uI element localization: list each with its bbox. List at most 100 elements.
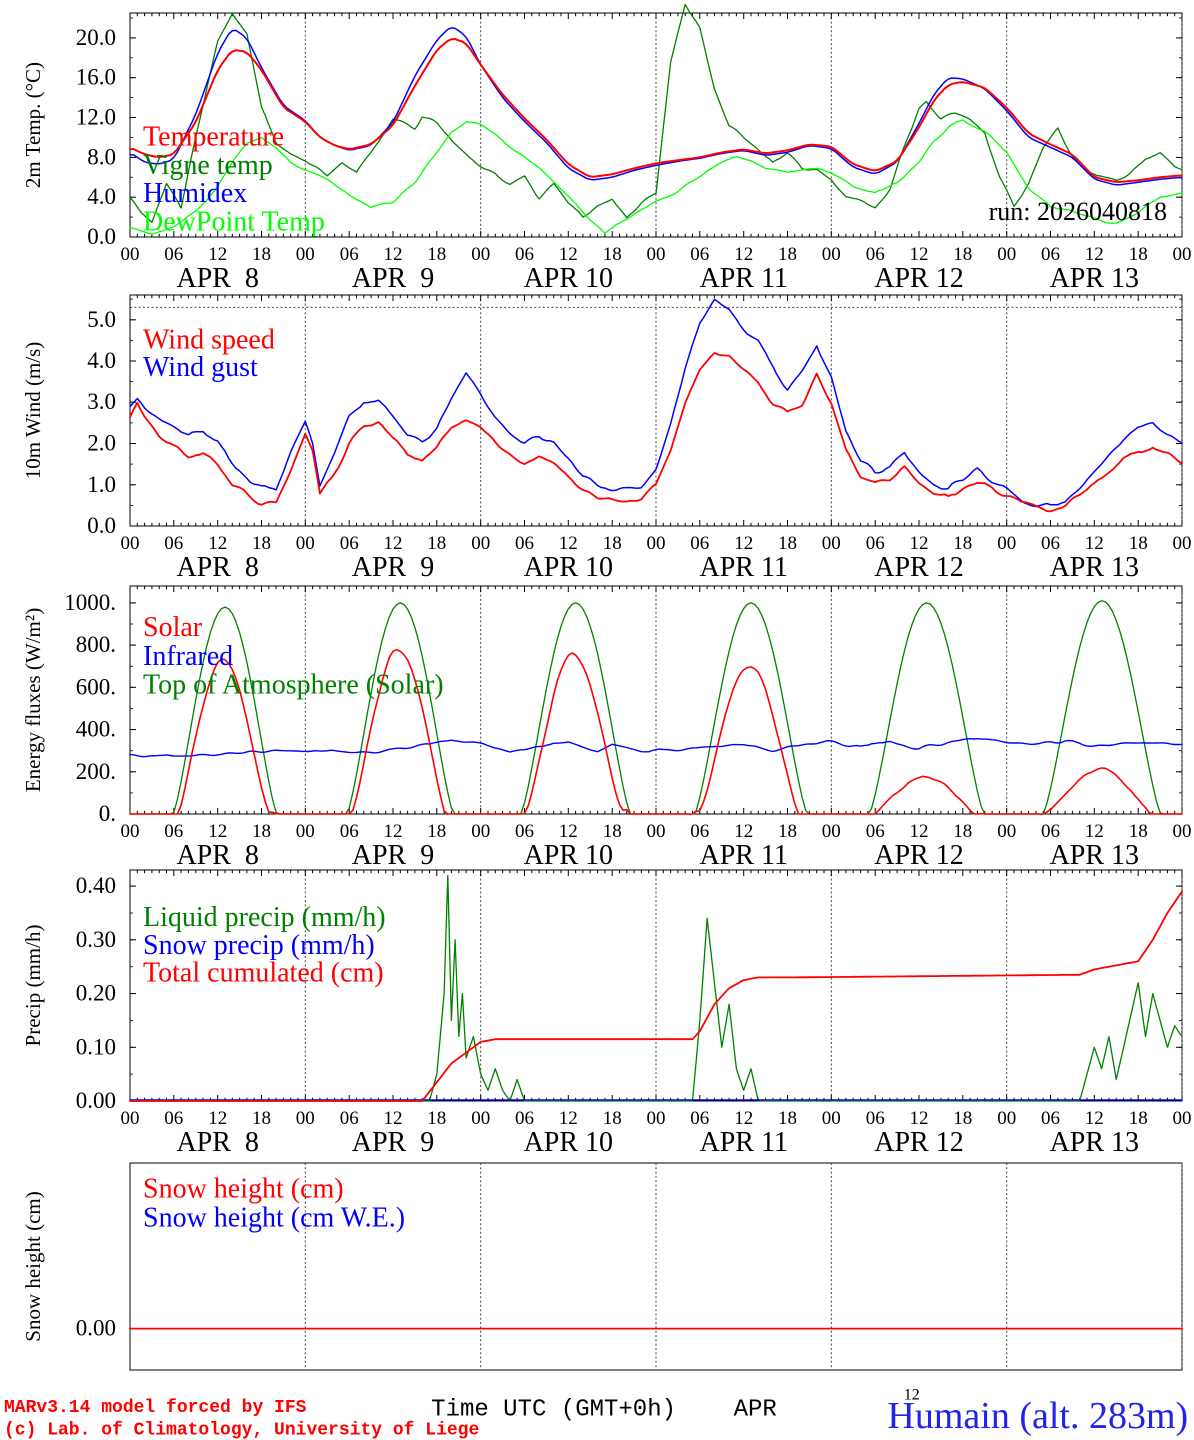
svg-text:0.0: 0.0 [87,513,116,538]
svg-text:0.20: 0.20 [76,981,116,1006]
svg-text:Top of Atmosphere (Solar): Top of Atmosphere (Solar) [143,670,444,701]
svg-text:12: 12 [208,821,227,842]
svg-text:600.: 600. [76,674,116,699]
svg-text:run: 2026040818: run: 2026040818 [989,197,1167,226]
svg-text:06: 06 [164,821,183,842]
svg-text:06: 06 [515,1108,534,1129]
svg-text:18: 18 [953,533,972,554]
svg-text:Temperature: Temperature [143,122,284,153]
svg-text:18: 18 [252,821,271,842]
svg-text:APR 13: APR 13 [1050,263,1139,294]
svg-text:APR 12: APR 12 [874,1127,963,1158]
svg-text:2m Temp. (°C): 2m Temp. (°C) [21,62,45,188]
svg-text:4.0: 4.0 [87,348,116,373]
svg-text:00: 00 [822,1108,841,1129]
svg-text:10m Wind (m/s): 10m Wind (m/s) [21,342,45,480]
svg-text:APR 11: APR 11 [699,840,787,871]
svg-text:APR 11: APR 11 [699,1127,787,1158]
svg-text:00: 00 [997,1108,1016,1129]
svg-text:APR 9: APR 9 [352,263,434,294]
svg-text:06: 06 [866,1108,885,1129]
svg-text:06: 06 [1041,1108,1060,1129]
svg-text:00: 00 [471,1108,490,1129]
svg-text:5.0: 5.0 [87,307,116,332]
svg-text:18: 18 [1129,244,1148,265]
svg-text:APR 10: APR 10 [524,552,613,583]
svg-text:18: 18 [252,244,271,265]
svg-text:12: 12 [910,1108,929,1129]
svg-text:18: 18 [953,1108,972,1129]
svg-text:12: 12 [734,244,753,265]
svg-text:06: 06 [690,533,709,554]
svg-text:06: 06 [690,821,709,842]
svg-text:18: 18 [778,533,797,554]
svg-text:00: 00 [121,533,140,554]
svg-text:06: 06 [164,533,183,554]
svg-text:0.10: 0.10 [76,1034,116,1059]
svg-text:APR 11: APR 11 [699,552,787,583]
svg-text:00: 00 [1173,1108,1192,1129]
svg-text:APR 8: APR 8 [176,840,258,871]
svg-text:DewPoint Temp: DewPoint Temp [143,206,325,237]
svg-text:Snow height (cm): Snow height (cm) [143,1174,344,1205]
svg-text:Snow precip (mm/h): Snow precip (mm/h) [143,930,375,961]
svg-text:00: 00 [1173,244,1192,265]
svg-text:Humain (alt. 283m): Humain (alt. 283m) [887,1395,1188,1437]
svg-text:Infrared: Infrared [143,641,233,672]
svg-text:APR 13: APR 13 [1050,840,1139,871]
svg-text:06: 06 [866,533,885,554]
svg-text:00: 00 [822,533,841,554]
svg-text:18: 18 [953,821,972,842]
svg-text:18: 18 [1129,821,1148,842]
svg-text:18: 18 [603,1108,622,1129]
svg-text:0.: 0. [99,801,116,826]
svg-text:18: 18 [1129,533,1148,554]
svg-text:12: 12 [1085,533,1104,554]
svg-text:12: 12 [734,1108,753,1129]
svg-text:12: 12 [208,533,227,554]
svg-text:00: 00 [296,533,315,554]
svg-text:12: 12 [910,533,929,554]
svg-text:00: 00 [1173,821,1192,842]
svg-text:800.: 800. [76,632,116,657]
svg-text:06: 06 [164,1108,183,1129]
svg-text:06: 06 [866,244,885,265]
svg-text:06: 06 [1041,533,1060,554]
svg-text:APR 9: APR 9 [352,1127,434,1158]
svg-text:400.: 400. [76,717,116,742]
svg-text:00: 00 [997,533,1016,554]
svg-text:0.30: 0.30 [76,927,116,952]
svg-text:06: 06 [690,1108,709,1129]
svg-text:00: 00 [822,821,841,842]
svg-text:00: 00 [471,244,490,265]
svg-text:00: 00 [997,244,1016,265]
svg-text:18: 18 [252,533,271,554]
svg-text:APR 13: APR 13 [1050,1127,1139,1158]
svg-text:4.0: 4.0 [87,184,116,209]
svg-text:06: 06 [340,1108,359,1129]
svg-text:00: 00 [121,821,140,842]
svg-text:00: 00 [121,1108,140,1129]
svg-text:3.0: 3.0 [87,389,116,414]
svg-text:12: 12 [384,533,403,554]
svg-text:12: 12 [559,821,578,842]
svg-text:06: 06 [1041,821,1060,842]
svg-text:(c) Lab. of Climatology, Unive: (c) Lab. of Climatology, University of L… [4,1420,479,1440]
svg-text:MARv3.14 model forced by IFS: MARv3.14 model forced by IFS [4,1398,307,1418]
svg-text:APR 8: APR 8 [176,1127,258,1158]
svg-text:APR 8: APR 8 [176,552,258,583]
svg-text:00: 00 [121,244,140,265]
svg-text:APR 10: APR 10 [524,263,613,294]
svg-text:Energy fluxes (W/m²): Energy fluxes (W/m²) [21,608,45,792]
svg-text:Total cumulated (cm): Total cumulated (cm) [143,958,384,989]
svg-text:APR 12: APR 12 [874,552,963,583]
svg-text:Snow height (cm): Snow height (cm) [21,1191,45,1341]
svg-text:18: 18 [427,1108,446,1129]
svg-text:12: 12 [1085,1108,1104,1129]
svg-text:APR 10: APR 10 [524,1127,613,1158]
svg-text:APR 9: APR 9 [352,552,434,583]
svg-text:20.0: 20.0 [76,25,116,50]
svg-text:12: 12 [734,821,753,842]
svg-text:00: 00 [296,244,315,265]
svg-text:12: 12 [384,244,403,265]
